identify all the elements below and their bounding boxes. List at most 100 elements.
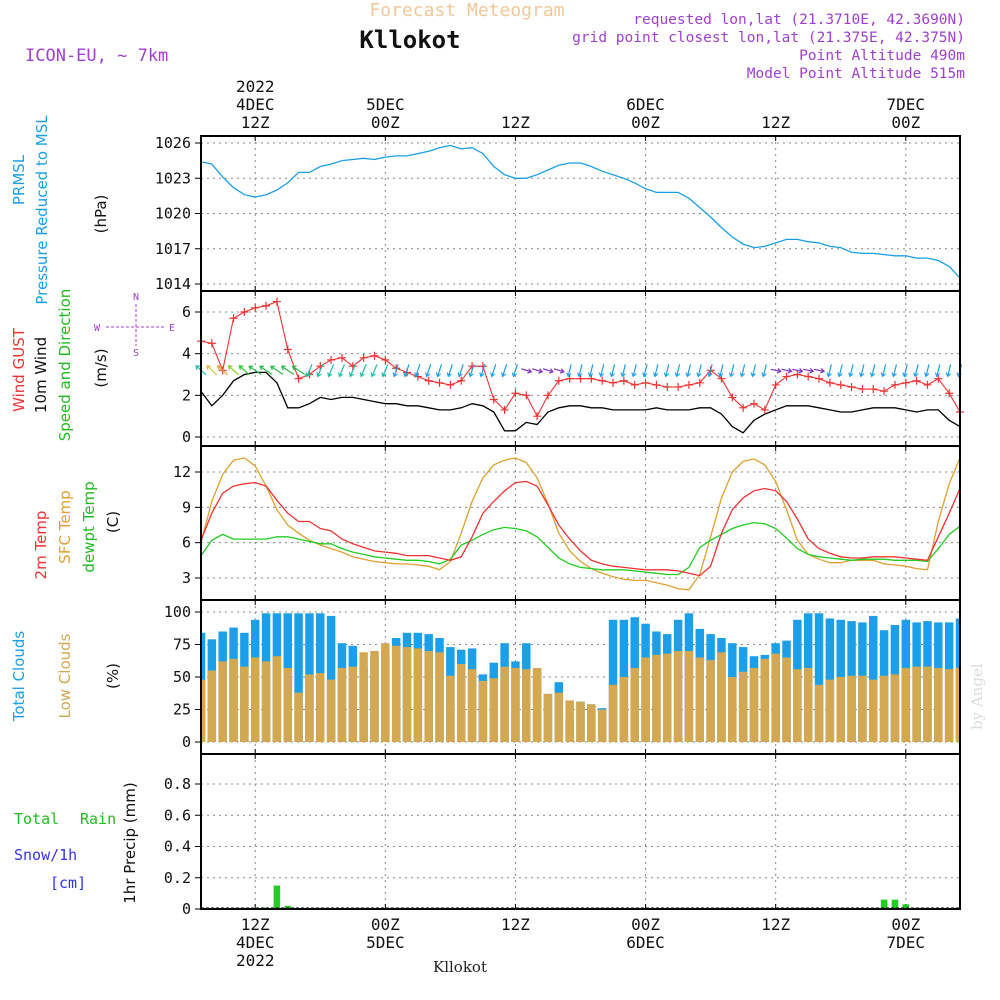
rain-bar — [891, 899, 899, 909]
wind-arrow — [217, 365, 229, 376]
wind-arrow-head — [348, 372, 354, 378]
gust-marker — [576, 374, 585, 383]
low-cloud-bar — [890, 674, 900, 742]
gust-marker — [901, 378, 910, 387]
wind-arrow — [491, 364, 497, 377]
grid-point-coords: grid point closest lon,lat (21.375E, 42.… — [572, 30, 965, 46]
wind-arrow — [770, 368, 781, 372]
low-cloud-bar — [359, 652, 368, 742]
wind-arrow — [371, 364, 378, 377]
wind-arrow-head — [837, 372, 843, 378]
wind-arrow-head — [598, 372, 605, 378]
low-cloud-bar — [695, 657, 705, 742]
wind-arrow-head — [707, 372, 713, 378]
wind-arrow-head — [527, 368, 533, 374]
low-cloud-bar — [803, 667, 813, 742]
low-cloud-bar — [316, 673, 325, 742]
low-cloud-bar — [608, 684, 618, 742]
bottom-time-label: 12Z — [241, 915, 270, 934]
low-cloud-bar — [869, 679, 878, 742]
gust-marker — [337, 353, 346, 362]
wind-arrow — [925, 364, 930, 377]
gust-marker — [457, 376, 466, 385]
low-cloud-bar — [782, 657, 791, 742]
wind-arrow — [553, 368, 564, 373]
gust-marker — [717, 374, 726, 383]
low-cloud-bar — [587, 704, 596, 742]
top-time-label: 00Z — [631, 113, 660, 132]
low-cloud-bar — [478, 680, 488, 742]
gust-marker — [630, 380, 639, 389]
bottom-time-label: 5DEC — [366, 933, 405, 952]
compass-east: E — [169, 323, 175, 334]
requested-coords: requested lon,lat (21.3710E, 42.3690N) — [633, 12, 965, 28]
temp-y-tick-label: 9 — [182, 498, 191, 516]
wind-arrow — [206, 365, 218, 376]
prmsl-label: PRMSL — [10, 154, 28, 205]
precip-y-tick-label: 0 — [182, 900, 191, 918]
low-cloud-bar — [522, 669, 531, 742]
wind-y-tick-label: 6 — [182, 303, 191, 321]
wind-arrow-head — [370, 372, 376, 378]
wind-arrow — [292, 365, 305, 375]
low-cloud-bar — [706, 660, 715, 742]
precip-y-tick-label: 0.4 — [164, 838, 191, 856]
wind-arrow — [542, 368, 554, 373]
wind-arrow — [382, 364, 389, 377]
gust-marker — [815, 374, 824, 383]
gust-marker — [294, 374, 303, 383]
wind-arrow — [813, 368, 825, 372]
wind-arrow — [589, 364, 594, 377]
gust-marker — [262, 301, 271, 310]
wind-arrow — [838, 364, 843, 377]
gust-marker — [543, 391, 552, 400]
wind-arrow-head — [902, 372, 908, 378]
temp-y-tick-label: 6 — [182, 534, 191, 552]
low-cloud-bar — [229, 658, 238, 742]
bottom-time-label: 6DEC — [626, 933, 665, 952]
wind-arrow-head — [566, 372, 572, 378]
compass-west: W — [94, 323, 101, 334]
top-time-label: 5DEC — [366, 95, 405, 114]
wind-arrow-head — [490, 372, 496, 378]
top-time-label: 6DEC — [626, 95, 665, 114]
wind-arrow — [751, 364, 757, 377]
wind-arrow-head — [577, 372, 583, 378]
wind-arrow-head — [826, 372, 832, 378]
low-cloud-bar — [847, 675, 856, 742]
wind-arrow-head — [642, 372, 648, 378]
wind-arrow — [632, 364, 637, 377]
wind-arrow — [238, 365, 250, 376]
gust-marker — [923, 380, 932, 389]
bottom-time-label: 4DEC — [236, 933, 275, 952]
wind-arrow — [882, 364, 887, 377]
wind-arrow — [914, 364, 919, 377]
top-time-label: 12Z — [241, 113, 270, 132]
snow-unit-label: [cm] — [50, 874, 86, 892]
bottom-time-label: 7DEC — [887, 933, 926, 952]
wind-arrow-head — [500, 372, 507, 378]
clouds-y-tick-label: 25 — [173, 701, 191, 719]
low-cloud-bar — [771, 653, 780, 742]
gust-marker — [598, 376, 607, 385]
gust-marker — [522, 391, 531, 400]
wind-arrow-head — [280, 365, 286, 371]
wind-arrow-head — [945, 372, 952, 378]
gust-marker — [804, 372, 813, 381]
gust-marker — [327, 355, 336, 364]
gust-marker — [728, 393, 737, 402]
low-cloud-bar — [728, 677, 737, 742]
wind-arrow — [654, 364, 659, 377]
temp-2m-line — [200, 480, 961, 577]
low-cloud-bar — [413, 648, 423, 742]
clouds-unit-label: (%) — [104, 663, 122, 689]
low-cloud-bar — [348, 666, 358, 742]
wind-gust-label: Wind GUST — [10, 327, 28, 412]
temp-unit-label: (C) — [104, 511, 122, 533]
wind-arrow — [903, 364, 908, 377]
wind-arrow-head — [631, 372, 637, 378]
wind-arrow-head — [913, 372, 919, 378]
wind-arrow — [697, 364, 702, 377]
wind-y-tick-label: 2 — [182, 386, 191, 404]
